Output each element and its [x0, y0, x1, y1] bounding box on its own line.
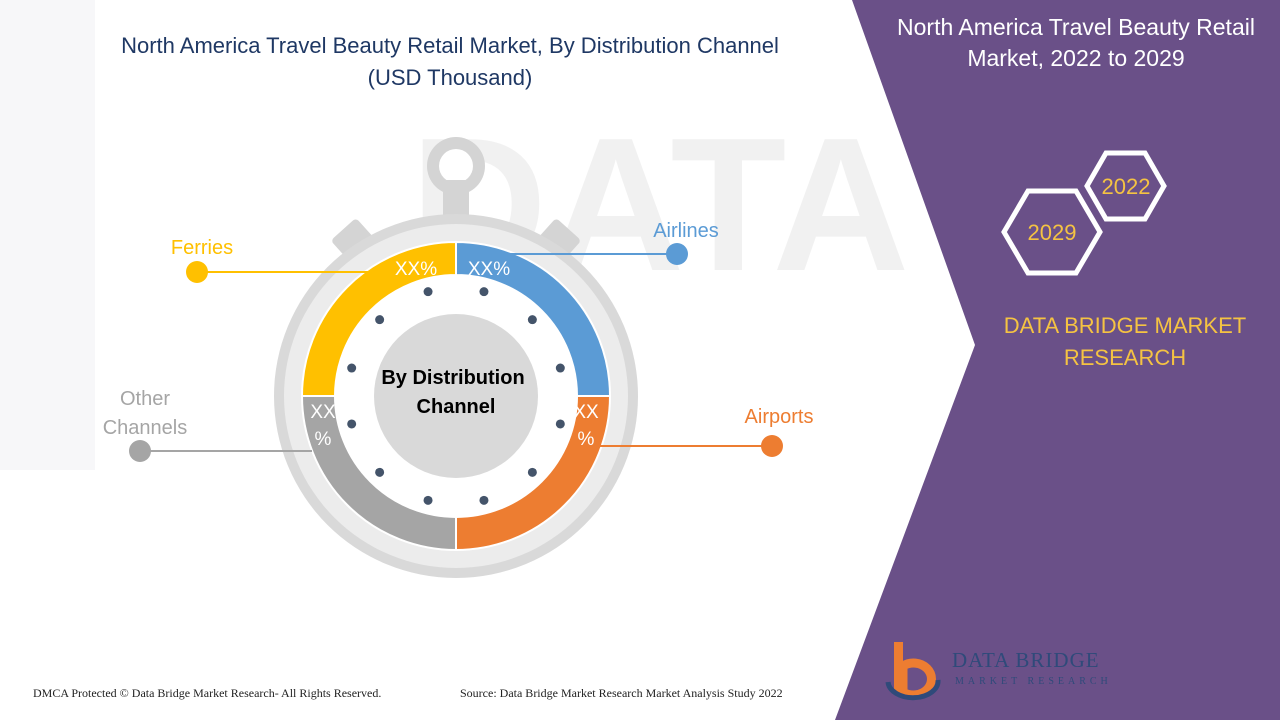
- hexagon-2029: [1001, 188, 1103, 276]
- tick-dot: [423, 287, 433, 297]
- watermark-shape: [0, 0, 95, 470]
- data-label-other-channels: XX%: [310, 402, 336, 450]
- tick-dot: [479, 287, 489, 297]
- year-2029: 2029: [1028, 220, 1077, 245]
- tick-dot: [479, 495, 489, 505]
- category-labels: Airlines Airports Other Channels Ferries: [103, 220, 814, 439]
- tick-dot: [555, 419, 565, 429]
- category-label-ferries: Ferries: [171, 237, 233, 259]
- chart-title: North America Travel Beauty Retail Marke…: [121, 33, 779, 90]
- tick-dot: [527, 315, 537, 325]
- tick-dot: [375, 315, 385, 325]
- data-label-airlines: XX%: [468, 259, 510, 280]
- category-label-airports: Airports: [745, 406, 814, 428]
- year-2022: 2022: [1102, 174, 1151, 199]
- data-label-airports: XX%: [573, 402, 599, 450]
- tick-dots: [347, 287, 565, 505]
- side-panel: [835, 0, 1280, 720]
- data-labels: XX% XX % XX % XX%: [310, 259, 599, 450]
- donut-slices: [300, 240, 612, 552]
- leader-dot-ferries: [186, 261, 208, 283]
- panel-title: North America Travel Beauty Retail Marke…: [897, 14, 1255, 71]
- tick-dot: [555, 363, 565, 373]
- stopwatch-ring-hole: [439, 149, 473, 183]
- center-label-line-1: By Distribution: [381, 367, 524, 389]
- logo-name: DATA BRIDGE: [952, 648, 1100, 672]
- brand-text: DATA BRIDGE MARKET RESEARCH: [1003, 313, 1247, 370]
- tick-dot: [375, 467, 385, 477]
- footer-source: Source: Data Bridge Market Research Mark…: [460, 686, 783, 700]
- hexagon-2022: [1084, 150, 1167, 222]
- tick-dot: [347, 363, 357, 373]
- center-label-line-2: Channel: [417, 396, 496, 418]
- category-label-other-channels: Other Channels: [103, 388, 188, 439]
- category-label-airlines: Airlines: [653, 220, 719, 242]
- tick-dot: [347, 419, 357, 429]
- logo-icon: [885, 642, 941, 701]
- leader-dot-other-channels: [129, 440, 151, 462]
- footer-dmca: DMCA Protected © Data Bridge Market Rese…: [33, 686, 382, 700]
- center-circle: [374, 314, 538, 478]
- tick-dot: [423, 495, 433, 505]
- leader-dot-airlines: [666, 243, 688, 265]
- leader-lines: [129, 243, 783, 462]
- tick-dot: [527, 467, 537, 477]
- data-label-ferries: XX%: [395, 259, 437, 280]
- leader-dot-airports: [761, 435, 783, 457]
- logo-subtitle: MARKET RESEARCH: [955, 676, 1112, 687]
